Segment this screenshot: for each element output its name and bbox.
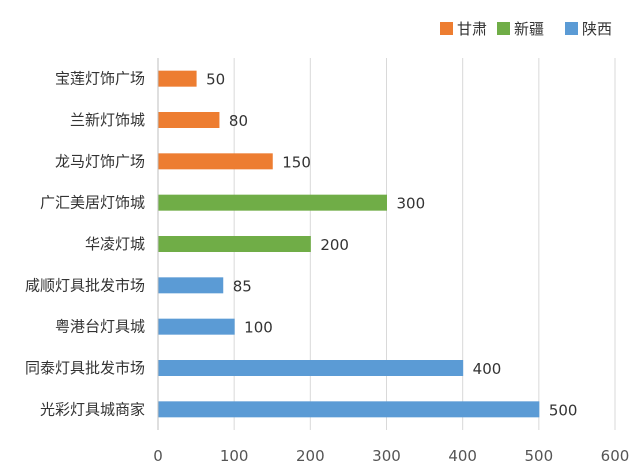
bar [158, 277, 224, 294]
bar [158, 112, 220, 128]
legend-swatch [440, 22, 453, 35]
x-tick-label: 200 [296, 447, 325, 465]
legend-swatch [497, 22, 510, 35]
bar [158, 153, 273, 170]
data-label: 85 [233, 277, 252, 295]
data-label: 80 [229, 112, 248, 130]
bar [158, 194, 387, 211]
category-label: 光彩灯具城商家 [40, 400, 145, 418]
data-label: 300 [397, 195, 426, 213]
labels: 宝莲灯饰广场 50 兰新灯饰城 80 龙马灯饰广场 150 广汇美居灯饰城 300 华凌灯城 20… [25, 70, 577, 420]
data-label: 500 [549, 401, 578, 419]
bar [158, 236, 311, 252]
legend-swatch [565, 22, 578, 35]
category-label: 同泰灯具批发市场 [25, 359, 145, 377]
x-tick-label: 600 [601, 447, 630, 465]
x-tick-label: 400 [448, 447, 477, 465]
x-tick-label: 500 [525, 447, 554, 465]
bars [158, 70, 540, 418]
x-tick-label: 0 [153, 447, 163, 465]
category-label: 广汇美居灯饰城 [40, 194, 145, 212]
data-label: 100 [244, 319, 273, 337]
data-label: 400 [473, 360, 502, 378]
category-label: 粤港台灯具城 [55, 318, 145, 336]
data-label: 50 [206, 71, 225, 89]
bar [158, 70, 197, 87]
legend-label: 新疆 [514, 20, 544, 38]
bar [158, 318, 235, 335]
bar [158, 401, 540, 418]
legend-label: 陕西 [582, 20, 612, 38]
x-axis: 0 100 200 300 400 500 600 [153, 58, 629, 465]
category-label: 龙马灯饰广场 [55, 152, 145, 170]
category-label: 咸顺灯具批发市场 [25, 276, 145, 294]
x-tick-label: 100 [220, 447, 249, 465]
category-label: 兰新灯饰城 [70, 111, 145, 129]
legend-label: 甘肃 [457, 20, 487, 38]
category-label: 华凌灯城 [85, 235, 145, 253]
bar [158, 360, 464, 376]
legend: 甘肃 新疆 陕西 [440, 20, 612, 38]
category-label: 宝莲灯饰广场 [55, 70, 145, 88]
data-label: 200 [320, 236, 349, 254]
data-label: 150 [282, 153, 311, 171]
x-tick-label: 300 [372, 447, 401, 465]
